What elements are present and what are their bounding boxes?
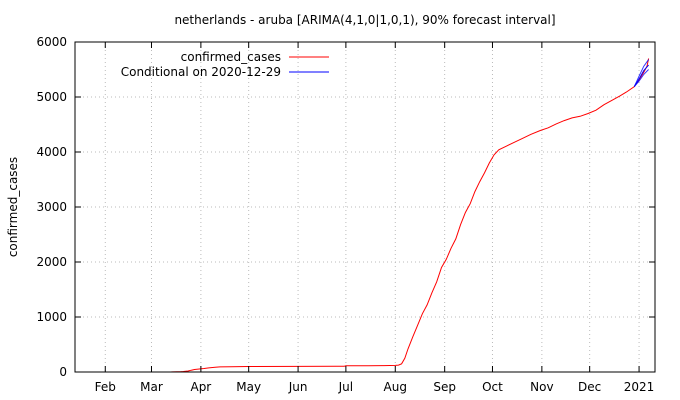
axis-ticks: 0 1000 2000 3000 4000 5000 6000 Feb Mar Apr May Jun… <box>36 35 655 394</box>
y-tick-label: 0 <box>59 365 67 379</box>
legend-label: confirmed_cases <box>181 50 281 64</box>
y-tick-label: 5000 <box>36 90 67 104</box>
y-axis-label: confirmed_cases <box>6 157 20 257</box>
y-tick-label: 4000 <box>36 145 67 159</box>
series-conditional-on-2020-12-29-upper-bound <box>633 59 650 87</box>
y-tick-label: 1000 <box>36 310 67 324</box>
y-tick-label: 2000 <box>36 255 67 269</box>
x-tick-label: Aug <box>384 380 407 394</box>
series-conditional-on-2020-12-29-line <box>633 64 649 87</box>
x-tick-label: May <box>236 380 261 394</box>
y-tick-label: 3000 <box>36 200 67 214</box>
x-tick-label: Jul <box>338 380 353 394</box>
legend-label: Conditional on 2020-12-29 <box>121 65 281 79</box>
grid <box>75 42 655 372</box>
x-tick-label: Sep <box>433 380 456 394</box>
x-tick-label: 2021 <box>624 380 655 394</box>
plot-area <box>170 58 650 373</box>
x-tick-label: Dec <box>578 380 601 394</box>
x-tick-label: Apr <box>190 380 211 394</box>
x-tick-label: Mar <box>140 380 163 394</box>
y-tick-label: 6000 <box>36 35 67 49</box>
series-conditional-on-2020-12-29-lower-bound <box>633 69 649 87</box>
series-confirmed-cases-line <box>170 58 650 373</box>
x-tick-label: Oct <box>482 380 503 394</box>
x-tick-label: Nov <box>530 380 553 394</box>
x-tick-label: Feb <box>95 380 116 394</box>
chart-title: netherlands - aruba [ARIMA(4,1,0|1,0,1),… <box>174 13 555 27</box>
x-tick-label: Jun <box>288 380 308 394</box>
